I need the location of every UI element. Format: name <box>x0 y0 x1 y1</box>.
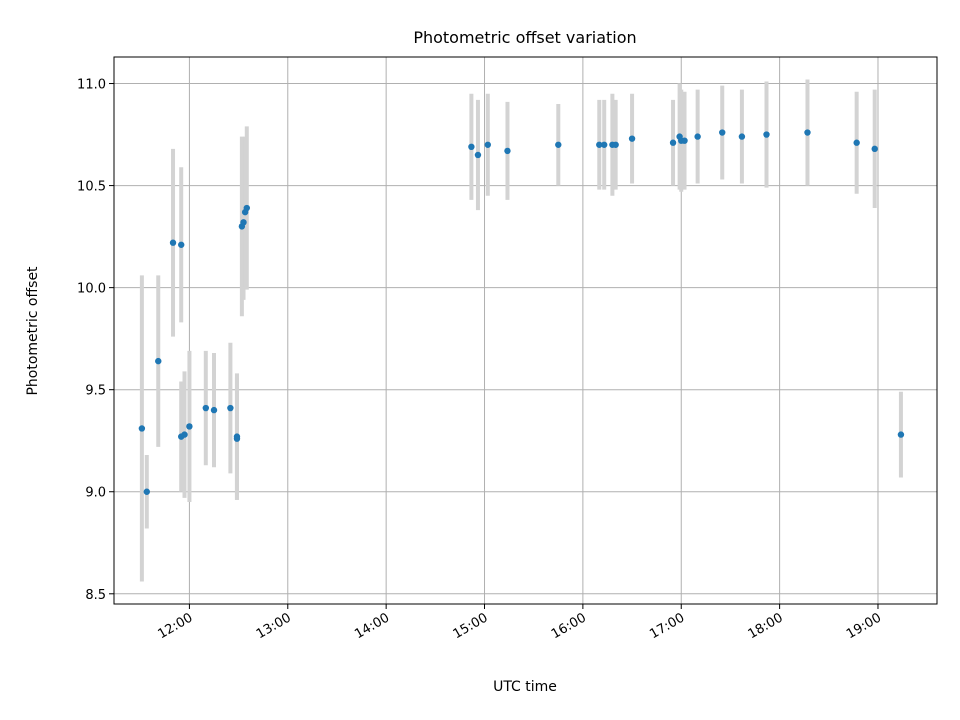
data-point <box>681 137 688 144</box>
data-points <box>138 129 905 495</box>
data-point <box>719 129 726 136</box>
data-point <box>853 139 860 146</box>
x-tick-label: 19:00 <box>844 610 884 642</box>
grid-lines <box>114 57 937 604</box>
data-point <box>694 133 701 140</box>
x-axis-label: UTC time <box>493 679 557 695</box>
data-point <box>555 141 562 148</box>
data-point <box>202 404 210 412</box>
data-point <box>138 425 146 432</box>
data-point <box>738 133 746 140</box>
y-tick-label: 11.0 <box>77 78 106 93</box>
data-point <box>468 143 475 151</box>
x-axis-ticks: 12:00 13:00 14:00 15:00 16:00 17:00 18:00 19:00 <box>155 604 884 642</box>
data-point <box>612 141 619 148</box>
data-point <box>181 431 188 438</box>
data-point <box>155 357 162 365</box>
data-point <box>210 406 218 414</box>
y-tick-label: 8.5 <box>85 588 106 603</box>
x-tick-label: 12:00 <box>155 610 195 642</box>
y-axis-ticks: 8.5 9.0 9.5 10.0 10.5 11.0 <box>77 78 114 603</box>
data-point <box>669 139 677 146</box>
data-point <box>763 131 770 138</box>
data-point <box>233 435 241 442</box>
data-point <box>484 141 491 148</box>
y-tick-label: 9.0 <box>85 486 106 501</box>
x-tick-label: 14:00 <box>352 610 392 642</box>
chart-title: Photometric offset variation <box>413 28 636 47</box>
data-point <box>240 219 247 226</box>
error-bars <box>139 79 903 582</box>
x-tick-label: 17:00 <box>647 610 687 642</box>
data-point <box>143 488 150 495</box>
x-tick-label: 13:00 <box>254 610 294 642</box>
data-point <box>243 204 250 212</box>
data-point <box>169 239 177 246</box>
data-point <box>871 145 878 153</box>
data-point <box>178 241 185 248</box>
y-tick-label: 10.0 <box>77 282 106 297</box>
data-point <box>804 129 811 136</box>
data-point <box>504 147 511 155</box>
data-point <box>474 151 482 159</box>
data-point <box>186 423 193 430</box>
x-tick-label: 18:00 <box>746 610 786 642</box>
data-point <box>628 135 636 142</box>
y-tick-label: 10.5 <box>77 180 106 195</box>
data-point <box>897 431 905 438</box>
plot-frame <box>113 56 938 605</box>
data-point <box>596 141 603 148</box>
data-point <box>600 141 608 148</box>
x-tick-label: 16:00 <box>549 610 589 642</box>
data-point <box>227 404 234 412</box>
y-axis-label: Photometric offset <box>25 266 41 396</box>
y-tick-label: 9.5 <box>85 384 106 399</box>
x-tick-label: 15:00 <box>451 610 491 642</box>
